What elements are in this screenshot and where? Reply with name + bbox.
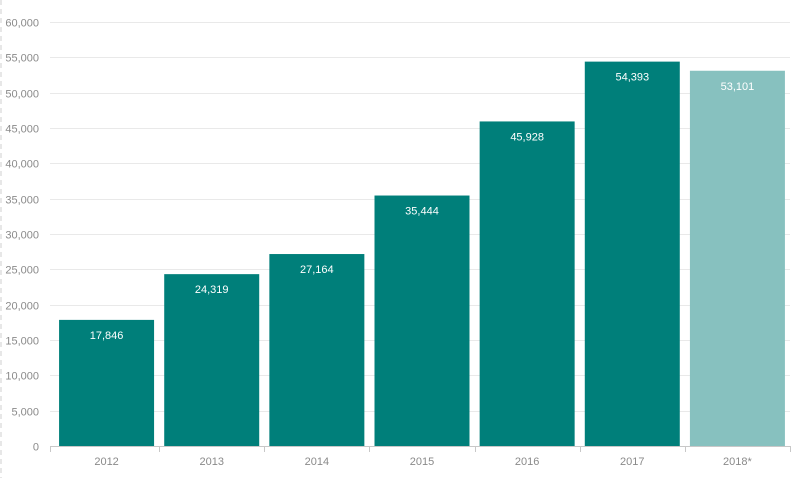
y-tick-label: 35,000 (5, 195, 39, 207)
y-tick-label: 15,000 (5, 336, 39, 348)
bar-2014[interactable] (269, 254, 365, 446)
y-tick-label: 50,000 (5, 89, 39, 101)
y-tick-label: 10,000 (5, 371, 39, 383)
y-tick-label: 40,000 (5, 159, 39, 171)
bar-2015[interactable] (374, 195, 470, 446)
bar-2012[interactable] (59, 319, 155, 446)
data-label: 35,444 (405, 206, 439, 218)
data-label: 54,393 (615, 72, 649, 84)
x-tick-label: 2014 (305, 456, 329, 468)
data-label: 17,846 (90, 330, 124, 342)
x-tick-label: 2015 (410, 456, 434, 468)
y-tick-label: 45,000 (5, 124, 39, 136)
data-label: 27,164 (300, 264, 334, 276)
bar-2013[interactable] (164, 274, 260, 446)
x-tick-label: 2016 (515, 456, 539, 468)
y-tick-label: 20,000 (5, 301, 39, 313)
data-label: 45,928 (510, 131, 544, 143)
x-tick-label: 2018* (723, 456, 752, 468)
bar-2018-forecast[interactable] (689, 70, 785, 446)
y-tick-label: 30,000 (5, 230, 39, 242)
axes: 0 5,000 10,000 15,000 20,000 25,000 30,000 35,0… (5, 18, 791, 468)
y-tick-label: 0 (33, 442, 39, 454)
y-tick-label: 5,000 (11, 407, 39, 419)
y-tick-label: 55,000 (5, 53, 39, 65)
bar-2016[interactable] (479, 121, 575, 446)
x-tick-label: 2012 (94, 456, 118, 468)
data-label: 53,101 (721, 81, 755, 93)
x-tick-label: 2017 (620, 456, 644, 468)
y-tick-label: 60,000 (5, 18, 39, 30)
bars: 17,846 24,319 27,164 35,444 45,928 54,393 53,1… (59, 61, 785, 446)
x-tick-label: 2013 (199, 456, 223, 468)
y-tick-label: 25,000 (5, 265, 39, 277)
bar-2017[interactable] (584, 61, 680, 446)
data-label: 24,319 (195, 284, 229, 296)
